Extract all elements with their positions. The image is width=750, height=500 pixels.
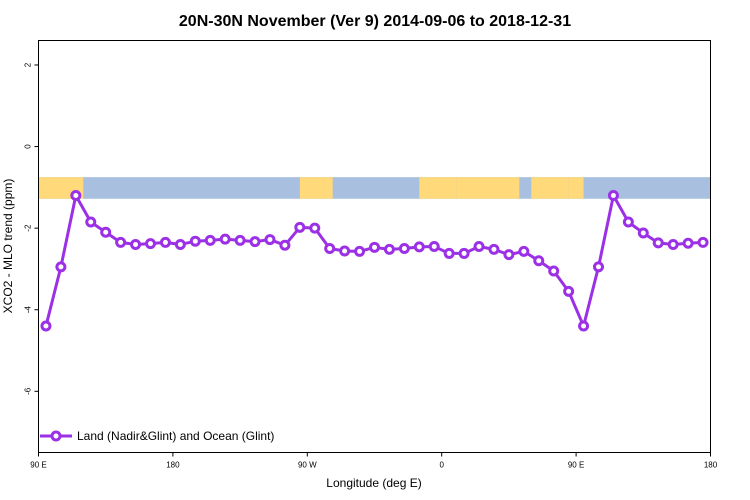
legend: Land (Nadir&Glint) and Ocean (Glint) <box>40 429 274 443</box>
data-point-23 <box>383 243 395 255</box>
data-point-21 <box>354 245 366 257</box>
x-axis-label: Longitude (deg E) <box>326 476 421 490</box>
y-tick-label-1: 0 <box>24 144 33 149</box>
data-point-16 <box>279 239 291 251</box>
data-point-9 <box>174 238 186 250</box>
y-tick-label-4: -6 <box>24 387 33 395</box>
data-point-34 <box>548 265 560 277</box>
data-point-3 <box>85 216 97 228</box>
chart-title: 20N-30N November (Ver 9) 2014-09-06 to 2… <box>179 13 571 30</box>
data-point-26 <box>428 241 440 252</box>
data-point-29 <box>473 241 485 252</box>
data-point-12 <box>219 233 231 245</box>
x-tick-label-0: 90 E <box>30 461 46 470</box>
data-point-20 <box>339 245 351 257</box>
data-point-42 <box>667 238 679 250</box>
data-point-27 <box>443 247 455 259</box>
data-point-24 <box>398 243 410 255</box>
map-land-block-1 <box>299 177 333 199</box>
map-land-block-4 <box>531 177 569 199</box>
data-point-4 <box>100 226 112 238</box>
data-point-17 <box>294 221 306 233</box>
x-axis: 90 E 180 90 W 0 90 E 180 <box>30 452 718 470</box>
series-layer <box>40 190 709 332</box>
map-land-block-3 <box>456 177 520 199</box>
data-point-41 <box>652 237 664 249</box>
data-point-28 <box>458 247 470 259</box>
data-point-35 <box>563 285 575 297</box>
data-point-15 <box>264 234 276 246</box>
data-point-36 <box>578 320 590 332</box>
data-point-31 <box>503 249 515 261</box>
x-tick-label-5: 180 <box>704 461 718 470</box>
series-line-0 <box>44 194 704 328</box>
x-tick-label-4: 90 E <box>568 461 584 470</box>
x-tick-label-3: 0 <box>439 461 444 470</box>
data-point-19 <box>324 243 336 255</box>
data-point-5 <box>115 236 127 248</box>
map-land-block-2 <box>419 177 457 199</box>
data-point-6 <box>130 238 142 250</box>
data-point-11 <box>204 234 216 246</box>
plot-frame <box>38 40 711 453</box>
data-point-33 <box>533 255 545 267</box>
data-point-32 <box>518 245 530 257</box>
x-tick-label-1: 180 <box>166 461 180 470</box>
y-axis: 2 0 -2 -4 -6 <box>24 62 39 395</box>
data-point-30 <box>488 243 500 255</box>
data-point-22 <box>369 241 380 253</box>
data-point-39 <box>622 216 634 228</box>
data-point-40 <box>637 227 649 239</box>
data-point-25 <box>413 241 425 253</box>
data-point-14 <box>249 236 261 248</box>
y-tick-label-3: -4 <box>24 306 33 314</box>
x-tick-label-2: 90 W <box>298 461 317 470</box>
data-point-10 <box>189 235 201 247</box>
data-point-43 <box>682 237 694 249</box>
data-point-38 <box>607 190 619 202</box>
data-point-7 <box>145 238 156 250</box>
legend-label: Land (Nadir&Glint) and Ocean (Glint) <box>77 429 274 443</box>
data-point-2 <box>70 190 82 202</box>
data-point-1 <box>55 261 67 273</box>
y-tick-label-2: -2 <box>24 224 33 232</box>
y-tick-label-0: 2 <box>24 62 33 67</box>
data-point-18 <box>309 222 321 234</box>
data-point-13 <box>234 234 246 246</box>
map-land-block-5 <box>568 177 584 199</box>
world-map-strip <box>38 177 711 199</box>
data-point-0 <box>40 320 52 332</box>
data-point-8 <box>159 236 171 248</box>
y-axis-label: XCO2 - MLO trend (ppm) <box>1 179 15 314</box>
data-point-37 <box>593 261 604 273</box>
legend-swatch-marker <box>50 430 62 442</box>
data-point-44 <box>697 236 709 248</box>
